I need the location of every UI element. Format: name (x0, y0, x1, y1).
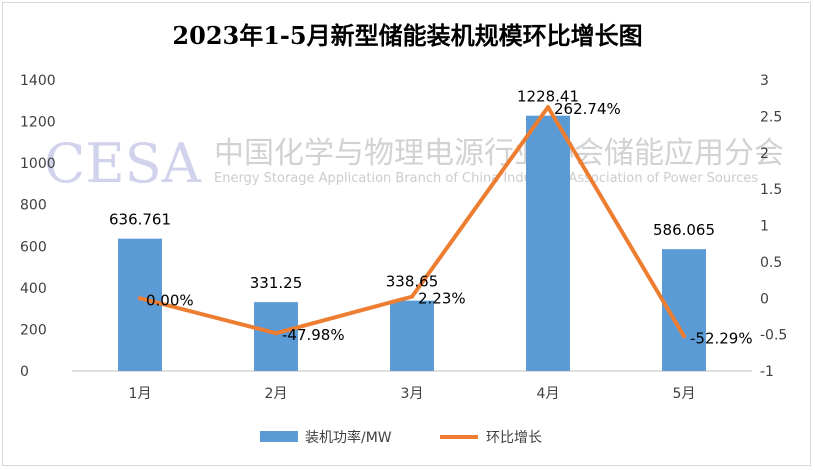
bar-data-label: 338.65 (386, 273, 439, 291)
line-series (138, 105, 686, 339)
line-data-label: 0.00% (146, 291, 194, 309)
y-right-tick-label: -0.5 (760, 328, 787, 344)
line-data-label: -52.29% (690, 329, 753, 347)
y-right-tick-label: 0 (760, 291, 769, 307)
y-left-tick-label: 400 (20, 281, 47, 297)
chart-title: 2023年1-5月新型储能装机规模环比增长图 (172, 21, 643, 50)
y-right-tick-label: 2.5 (760, 109, 782, 125)
y-left-tick-label: 1200 (20, 115, 56, 131)
axes: 0 200 400 600 800 1000 1200 1400 -1 -0.5 0 0.5 1 1.5 2… (20, 73, 787, 402)
bar (526, 115, 570, 372)
legend: 装机功率/MW 环比增长 (260, 429, 542, 446)
watermark: CESA 中国化学与物理电源行业协会储能应用分会 Energy Storage … (44, 132, 784, 195)
bar (390, 300, 434, 371)
bar-data-label: 586.065 (653, 221, 715, 239)
line-data-label: 262.74% (554, 100, 621, 118)
line-data-label: -47.98% (282, 326, 345, 344)
y-right-tick-label: 1.5 (760, 182, 782, 198)
line-point (546, 105, 550, 110)
watermark-logo: CESA (44, 132, 202, 195)
y-right-tick-label: 1 (760, 219, 769, 235)
y-right-tick-label: 0.5 (760, 255, 782, 271)
y-right-tick-label: 3 (760, 73, 769, 89)
line-point (682, 334, 686, 339)
y-left-tick-label: 600 (20, 239, 47, 255)
watermark-name-en: Energy Storage Application Branch of Chi… (214, 171, 758, 186)
chart-frame (2, 2, 811, 466)
x-tick-label: 1月 (129, 386, 152, 402)
bar-series (118, 115, 706, 372)
line-point (274, 331, 278, 336)
y-left-tick-label: 1400 (20, 73, 56, 89)
legend-bar-label: 装机功率/MW (305, 429, 392, 446)
bar-data-label: 331.25 (250, 274, 303, 292)
y-left-tick-label: 1000 (20, 156, 56, 172)
legend-line-label: 环比增长 (486, 430, 542, 446)
y-left-tick-label: 200 (20, 322, 47, 338)
bar (254, 302, 298, 371)
line-data-label: 2.23% (418, 290, 466, 308)
bar (118, 238, 162, 371)
watermark-name-cn: 中国化学与物理电源行业协会储能应用分会 (214, 136, 784, 171)
legend-bar-swatch (260, 431, 298, 442)
y-right-tick-label: 2 (760, 146, 769, 162)
bar-data-label: 1228.41 (517, 88, 579, 106)
bar-data-label: 636.761 (109, 211, 171, 229)
line-point (410, 294, 414, 299)
y-left-tick-label: 0 (20, 364, 29, 380)
x-tick-label: 3月 (401, 386, 424, 402)
x-tick-label: 2月 (265, 386, 288, 402)
y-right-tick-label: -1 (760, 364, 774, 380)
data-labels: 636.761 331.25 338.65 1228.41 586.065 0.00% -4… (109, 88, 753, 348)
x-tick-label: 4月 (537, 386, 560, 402)
line-point (138, 296, 142, 301)
x-tick-label: 5月 (673, 386, 696, 402)
y-left-tick-label: 800 (20, 198, 47, 214)
